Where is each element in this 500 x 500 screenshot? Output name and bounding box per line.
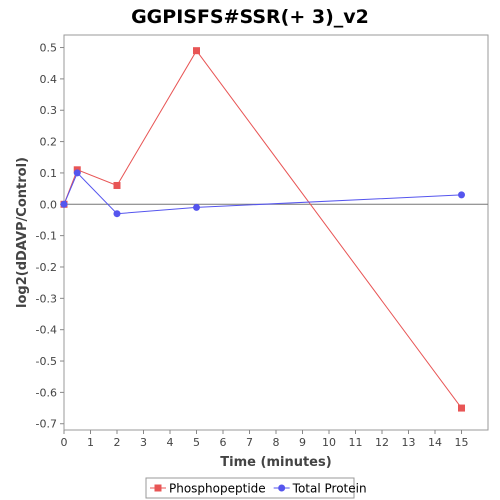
data-point [193, 203, 200, 211]
data-point [458, 404, 465, 412]
x-tick-label: 15 [455, 436, 469, 449]
data-point [193, 47, 200, 55]
y-tick-label: 0.3 [40, 104, 58, 117]
y-tick-label: -0.5 [36, 355, 57, 368]
data-point [113, 181, 121, 189]
y-tick-label: 0.1 [40, 167, 58, 180]
x-tick-label: 12 [375, 436, 389, 449]
data-point [113, 210, 121, 218]
x-tick-label: 4 [167, 436, 174, 449]
x-tick-label: 11 [349, 436, 363, 449]
y-tick-label: -0.4 [36, 324, 57, 337]
data-point [458, 191, 465, 199]
y-tick-label: -0.3 [36, 292, 57, 305]
y-tick-label: -0.6 [36, 386, 57, 399]
legend-label: Total Protein [292, 482, 367, 496]
x-tick-label: 1 [87, 436, 94, 449]
plot-frame [63, 34, 489, 431]
x-tick-label: 9 [299, 436, 306, 449]
legend-box [145, 477, 355, 499]
y-tick-label: 0.5 [40, 42, 58, 55]
legend-marker [154, 484, 162, 492]
x-tick-label: 5 [193, 436, 200, 449]
legend-label: Phosphopeptide [169, 482, 266, 496]
data-point [60, 200, 68, 208]
y-tick-label: 0.4 [40, 73, 58, 86]
y-tick-label: -0.2 [36, 261, 57, 274]
x-tick-label: 13 [402, 436, 416, 449]
chart-title: GGPISFS#SSR(+ 3)_v2 [131, 6, 369, 28]
x-tick-label: 6 [220, 436, 227, 449]
y-tick-label: 0.2 [40, 136, 58, 149]
y-tick-label: -0.7 [36, 418, 57, 431]
legend: Phosphopeptide Total Protein [145, 477, 367, 499]
x-tick-label: 7 [246, 436, 253, 449]
x-tick-label: 0 [61, 436, 68, 449]
x-tick-label: 14 [428, 436, 442, 449]
y-tick-label: -0.1 [36, 230, 57, 243]
legend-marker [278, 484, 286, 492]
y-axis-label: log2(dDAVP/Control) [15, 157, 30, 308]
plot-area: 0.5 0.4 0.3 0.2 0.1 0.0 -0.1 -0.2 -0.3 -0.4 -0.5 -0… [36, 34, 489, 449]
y-tick-label: 0.0 [40, 198, 58, 211]
x-axis-label: Time (minutes) [220, 455, 331, 470]
x-tick-label: 3 [140, 436, 147, 449]
data-point [73, 169, 81, 177]
x-tick-label: 8 [273, 436, 280, 449]
x-tick-label: 10 [322, 436, 336, 449]
x-tick-label: 2 [114, 436, 121, 449]
